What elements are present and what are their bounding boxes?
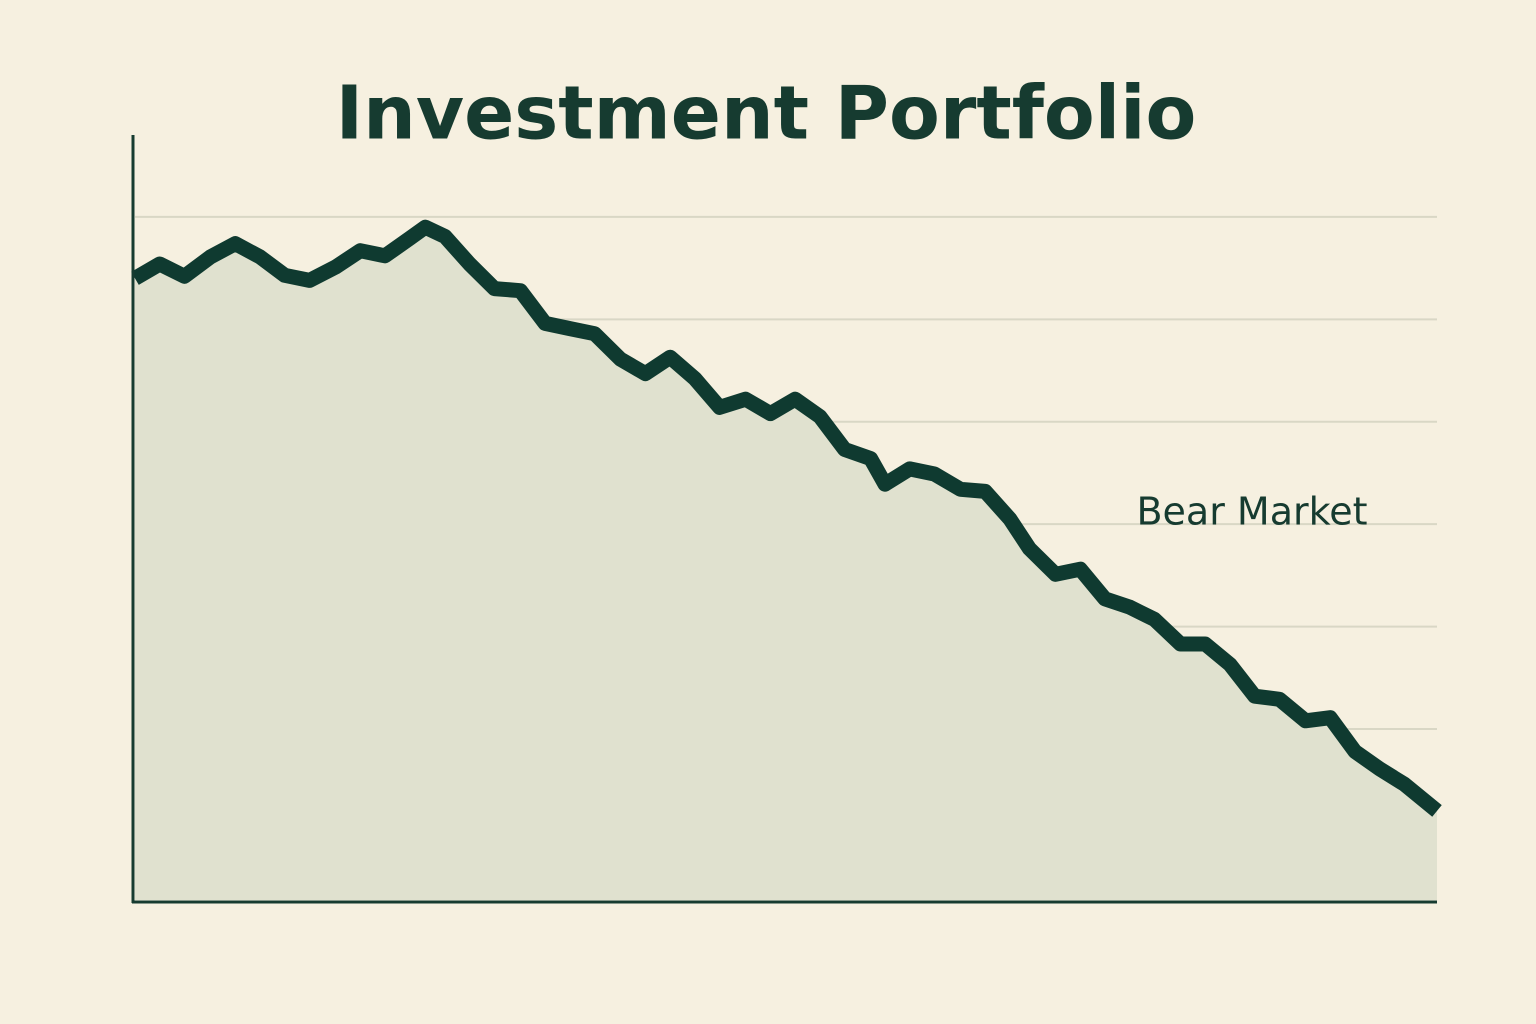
area-fill bbox=[135, 227, 1437, 900]
line bbox=[131, 219, 1442, 817]
annotation: Bear Market bbox=[1136, 490, 1367, 534]
chart-title: Investment Portfolio bbox=[336, 71, 1197, 157]
